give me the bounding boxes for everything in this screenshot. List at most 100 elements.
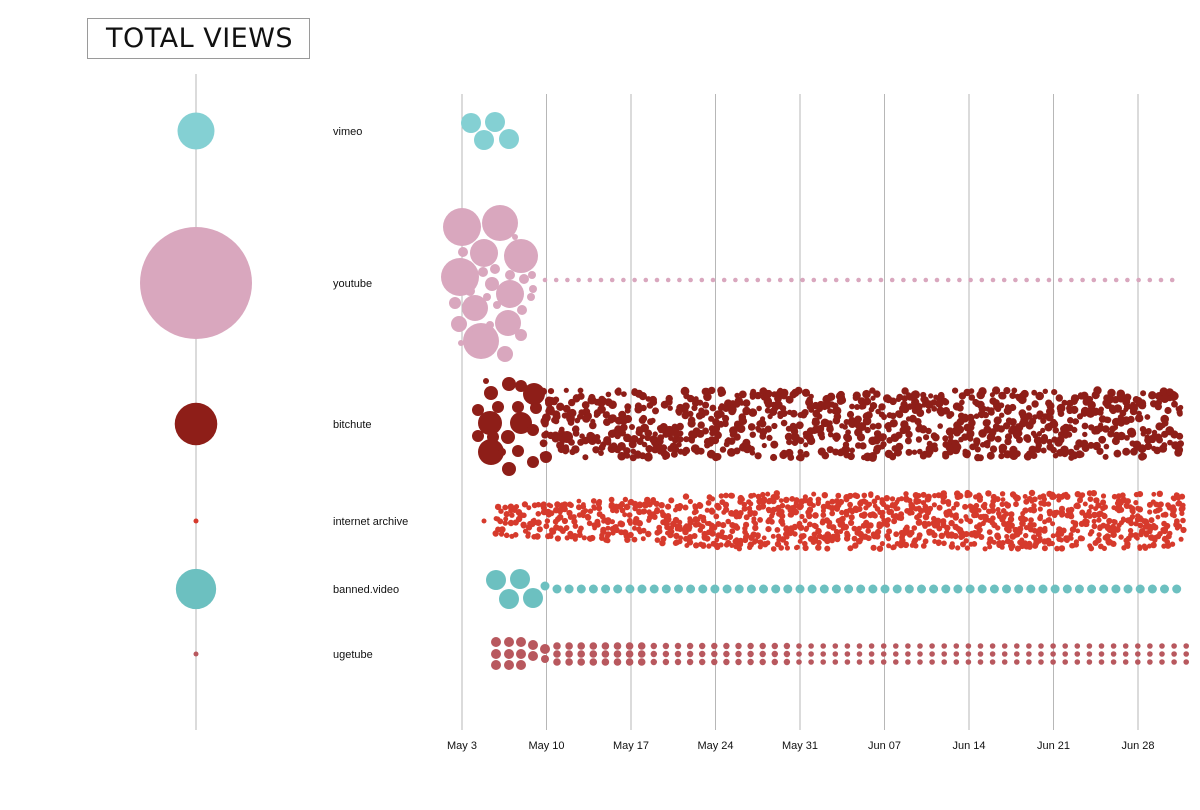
data-point xyxy=(493,516,499,522)
data-point xyxy=(528,271,536,279)
data-point xyxy=(1031,522,1037,528)
data-point xyxy=(675,407,683,415)
data-point xyxy=(801,388,811,397)
data-point xyxy=(613,642,622,650)
data-point xyxy=(931,405,938,412)
data-point xyxy=(706,543,712,549)
data-point xyxy=(1022,507,1029,514)
data-point xyxy=(953,651,960,657)
data-point xyxy=(693,542,700,549)
data-point xyxy=(1003,450,1012,459)
data-point xyxy=(808,651,814,657)
data-point xyxy=(1169,277,1175,283)
data-point xyxy=(598,444,606,451)
data-point xyxy=(1106,517,1113,525)
data-point xyxy=(1096,448,1104,455)
data-point xyxy=(905,659,911,665)
data-point xyxy=(1140,431,1147,437)
data-point xyxy=(957,526,964,533)
data-point xyxy=(1122,447,1131,456)
data-point xyxy=(1159,643,1165,649)
data-point xyxy=(1000,393,1007,400)
data-point xyxy=(1082,501,1088,507)
data-point xyxy=(1147,509,1153,515)
data-point xyxy=(1002,584,1011,594)
data-point xyxy=(1067,417,1074,424)
data-point xyxy=(576,584,586,594)
data-point xyxy=(994,532,1001,539)
data-point xyxy=(1133,445,1140,452)
data-point xyxy=(826,446,834,454)
data-point xyxy=(1009,543,1016,549)
data-point xyxy=(759,650,766,658)
data-point xyxy=(769,513,775,519)
data-point xyxy=(753,538,759,544)
data-point xyxy=(1136,491,1144,498)
data-point xyxy=(737,510,744,516)
x-tick-label: May 24 xyxy=(697,740,733,752)
data-point xyxy=(515,329,527,341)
data-point xyxy=(1045,413,1054,422)
data-point xyxy=(535,501,542,508)
data-point xyxy=(835,391,845,401)
data-point xyxy=(621,277,626,283)
data-point xyxy=(880,441,887,448)
data-point xyxy=(621,529,629,536)
data-point xyxy=(948,543,956,550)
data-point xyxy=(1183,659,1189,665)
data-point xyxy=(1095,536,1102,544)
data-point xyxy=(1133,500,1139,506)
data-point xyxy=(1136,506,1144,513)
data-point xyxy=(650,650,657,658)
data-point xyxy=(1180,517,1186,524)
data-point xyxy=(854,493,861,500)
data-point xyxy=(793,497,800,503)
data-point xyxy=(838,517,844,523)
data-point xyxy=(619,507,626,514)
data-point xyxy=(856,643,863,649)
data-point xyxy=(966,491,973,498)
data-point xyxy=(959,399,965,406)
data-point xyxy=(1122,659,1129,665)
data-point xyxy=(760,416,766,422)
data-point xyxy=(554,501,561,508)
data-point xyxy=(891,518,898,525)
data-point xyxy=(733,447,741,455)
data-point xyxy=(821,403,828,409)
data-point xyxy=(785,448,794,458)
data-point xyxy=(492,401,504,413)
data-point xyxy=(1019,412,1027,420)
data-point xyxy=(630,435,637,442)
data-point xyxy=(802,518,808,524)
data-point xyxy=(1011,387,1018,394)
data-point xyxy=(844,530,850,537)
x-tick-label: Jun 28 xyxy=(1121,740,1154,752)
data-point xyxy=(686,658,694,666)
data-point xyxy=(764,425,772,433)
data-point xyxy=(915,519,923,526)
data-point xyxy=(1068,536,1074,541)
data-point xyxy=(955,425,965,434)
data-point xyxy=(734,392,740,399)
data-point xyxy=(802,540,808,547)
data-point xyxy=(942,435,949,442)
data-point xyxy=(803,450,810,458)
data-point xyxy=(497,346,513,362)
data-point xyxy=(677,277,682,283)
data-point xyxy=(796,659,802,665)
data-point xyxy=(856,277,861,283)
series-label: banned.video xyxy=(333,584,399,596)
data-point xyxy=(801,533,807,539)
data-point xyxy=(693,396,699,402)
data-point xyxy=(981,513,987,519)
data-point xyxy=(889,397,897,406)
data-point xyxy=(621,391,627,397)
data-point xyxy=(800,277,805,283)
data-point xyxy=(577,413,584,420)
data-point xyxy=(929,643,935,649)
data-point xyxy=(999,491,1006,497)
data-point xyxy=(1050,521,1056,527)
data-point xyxy=(1009,392,1017,399)
data-point xyxy=(844,584,854,594)
data-point xyxy=(637,650,646,658)
